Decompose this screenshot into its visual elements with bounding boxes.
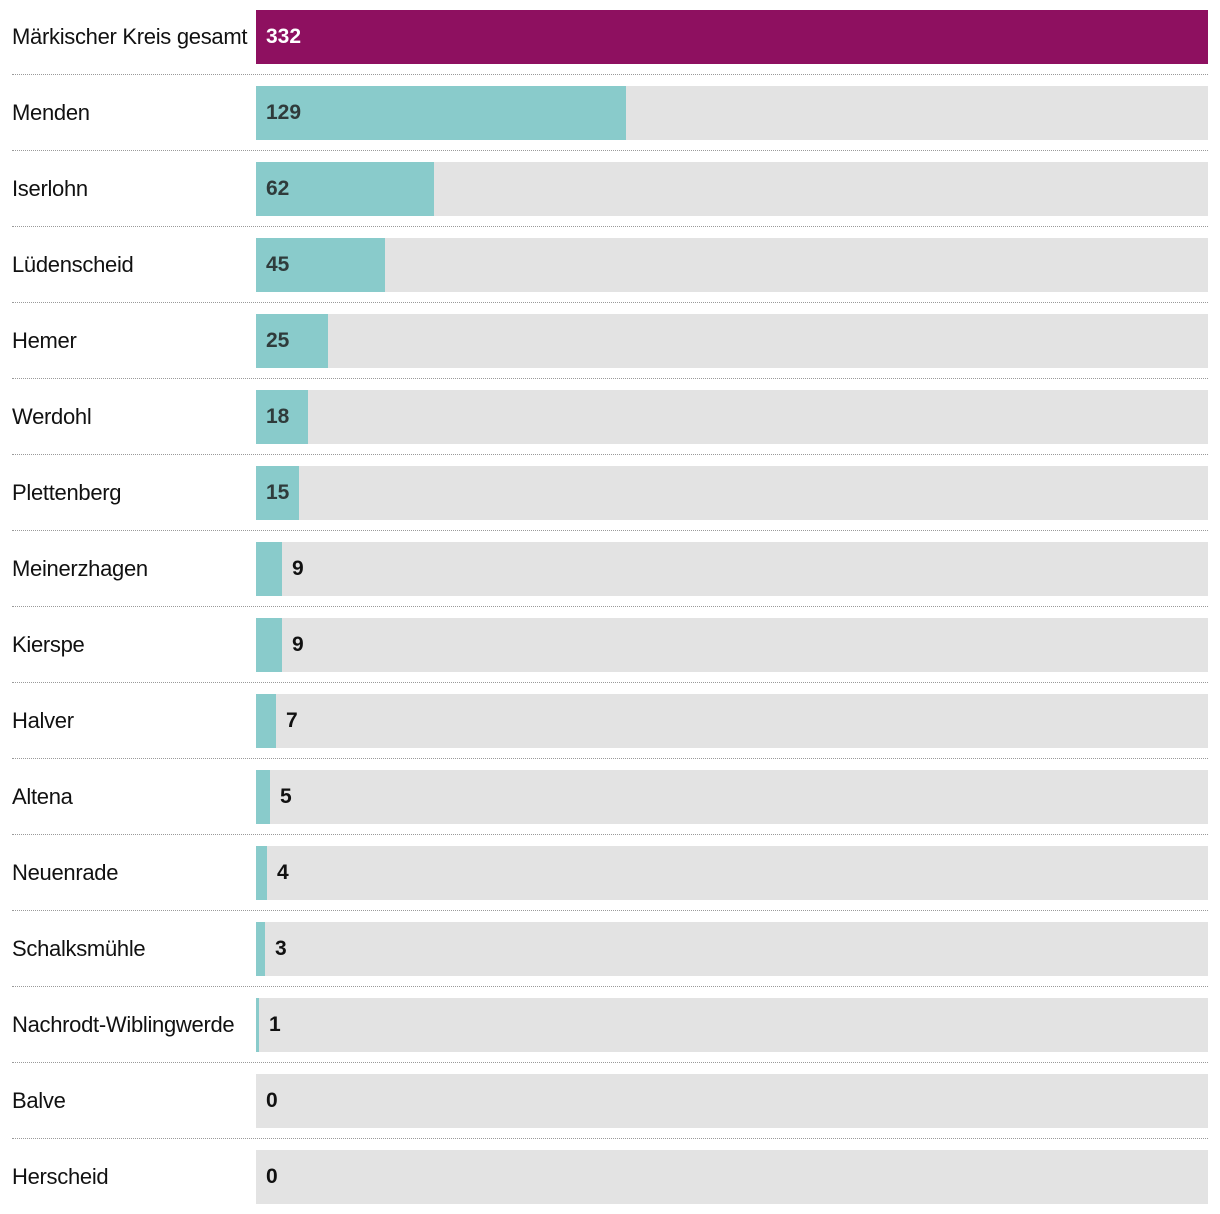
bar-row: Lüdenscheid 45 — [0, 238, 1220, 292]
value-label: 5 — [280, 785, 292, 808]
value-label: 18 — [266, 405, 290, 428]
row-separator — [12, 226, 1208, 227]
bar-row: Nachrodt-Wiblingwerde 1 — [0, 998, 1220, 1052]
bar-track: 3 — [256, 922, 1208, 976]
value-label: 129 — [266, 101, 302, 124]
value-label: 15 — [266, 481, 290, 504]
bar-row: Halver 7 — [0, 694, 1220, 748]
row-separator — [12, 74, 1208, 75]
bar-row: Kierspe 9 — [0, 618, 1220, 672]
bar-row: Menden 129 — [0, 86, 1220, 140]
bar-row: Altena 5 — [0, 770, 1220, 824]
bar — [256, 846, 267, 900]
category-label: Neuenrade — [12, 860, 119, 885]
bar — [256, 466, 299, 520]
bar-track: 4 — [256, 846, 1208, 900]
row-separator — [12, 302, 1208, 303]
row-separator — [12, 530, 1208, 531]
bar — [256, 86, 626, 140]
row-separator — [12, 834, 1208, 835]
bar-row-total: Märkischer Kreis gesamt 332 — [0, 10, 1220, 64]
category-label: Menden — [12, 100, 90, 125]
bar-track: 7 — [256, 694, 1208, 748]
category-label: Märkischer Kreis gesamt — [12, 24, 248, 49]
row-separator — [12, 1138, 1208, 1139]
category-label: Kierspe — [12, 632, 85, 657]
category-label: Meinerzhagen — [12, 556, 148, 581]
bar-row: Plettenberg 15 — [0, 466, 1220, 520]
bar-track: 9 — [256, 618, 1208, 672]
bar-row: Schalksmühle 3 — [0, 922, 1220, 976]
bar-track: 25 — [256, 314, 1208, 368]
value-label: 1 — [269, 1013, 281, 1036]
category-label: Herscheid — [12, 1164, 109, 1189]
bar-row: Neuenrade 4 — [0, 846, 1220, 900]
bar-track: 5 — [256, 770, 1208, 824]
bar — [256, 618, 282, 672]
value-label: 9 — [292, 557, 304, 580]
row-separator — [12, 682, 1208, 683]
bar-row: Iserlohn 62 — [0, 162, 1220, 216]
value-label: 3 — [275, 937, 287, 960]
bar — [256, 162, 434, 216]
category-label: Altena — [12, 784, 73, 809]
bar — [256, 238, 385, 292]
category-label: Hemer — [12, 328, 77, 353]
value-label: 9 — [292, 633, 304, 656]
bar-row: Hemer 25 — [0, 314, 1220, 368]
bar-row: Werdohl 18 — [0, 390, 1220, 444]
bar — [256, 770, 270, 824]
bar — [256, 542, 282, 596]
bar — [256, 998, 259, 1052]
bar-row: Meinerzhagen 9 — [0, 542, 1220, 596]
category-label: Iserlohn — [12, 176, 88, 201]
row-separator — [12, 606, 1208, 607]
bar-track: 0 — [256, 1150, 1208, 1204]
row-separator — [12, 1062, 1208, 1063]
bar — [256, 390, 308, 444]
value-label: 0 — [266, 1165, 278, 1188]
value-label: 62 — [266, 177, 290, 200]
category-label: Balve — [12, 1088, 66, 1113]
bar-track: 18 — [256, 390, 1208, 444]
category-label: Plettenberg — [12, 480, 122, 505]
category-label: Lüdenscheid — [12, 252, 134, 277]
bar-track: 0 — [256, 1074, 1208, 1128]
row-separator — [12, 378, 1208, 379]
row-separator — [12, 454, 1208, 455]
bar-row: Herscheid 0 — [0, 1150, 1220, 1204]
bar-track: 62 — [256, 162, 1208, 216]
bar-track: 129 — [256, 86, 1208, 140]
row-separator — [12, 910, 1208, 911]
value-label: 332 — [266, 25, 302, 48]
category-label: Schalksmühle — [12, 936, 146, 961]
bar-track: 45 — [256, 238, 1208, 292]
bar-track: 15 — [256, 466, 1208, 520]
bar-row: Balve 0 — [0, 1074, 1220, 1128]
bar-track: 9 — [256, 542, 1208, 596]
bar — [256, 694, 276, 748]
category-label: Nachrodt-Wiblingwerde — [12, 1012, 235, 1037]
bar — [256, 922, 265, 976]
category-label: Werdohl — [12, 404, 92, 429]
bar — [256, 314, 328, 368]
category-label: Halver — [12, 708, 74, 733]
bar-track: 1 — [256, 998, 1208, 1052]
row-separator — [12, 986, 1208, 987]
bar — [256, 10, 1208, 64]
value-label: 7 — [286, 709, 298, 732]
value-label: 25 — [266, 329, 290, 352]
bar-track: 332 — [256, 10, 1208, 64]
row-separator — [12, 150, 1208, 151]
value-label: 4 — [277, 861, 289, 884]
value-label: 0 — [266, 1089, 278, 1112]
row-separator — [12, 758, 1208, 759]
value-label: 45 — [266, 253, 290, 276]
